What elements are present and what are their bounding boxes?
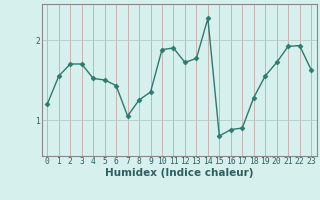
X-axis label: Humidex (Indice chaleur): Humidex (Indice chaleur) — [105, 168, 253, 178]
